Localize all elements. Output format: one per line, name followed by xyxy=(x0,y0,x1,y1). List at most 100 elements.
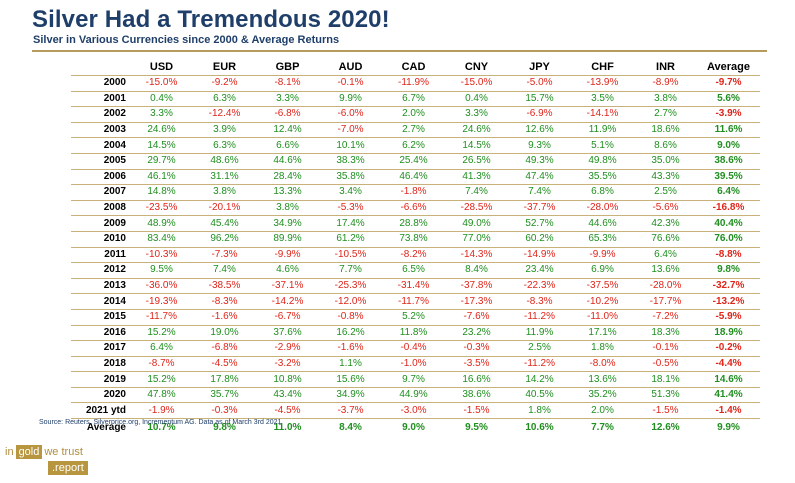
value-cell: 28.4% xyxy=(256,169,319,186)
value-cell: 34.9% xyxy=(256,215,319,232)
value-cell: 3.8% xyxy=(634,91,697,108)
value-cell: 48.6% xyxy=(193,153,256,170)
value-cell: 6.3% xyxy=(193,91,256,108)
column-header: JPY xyxy=(508,58,571,76)
value-cell: 15.6% xyxy=(319,371,382,388)
value-cell: 0.4% xyxy=(130,91,193,108)
value-cell: 15.2% xyxy=(130,371,193,388)
average-cell: 18.9% xyxy=(697,325,760,342)
value-cell: 3.8% xyxy=(193,184,256,201)
value-cell: -3.5% xyxy=(445,356,508,373)
table-row: 2020 47.8% 35.7% 43.4% 34.9% 44.9% 38.6% 40.5% 3… xyxy=(71,387,760,404)
value-cell: -11.2% xyxy=(508,356,571,373)
value-cell: 13.6% xyxy=(634,262,697,279)
year-cell: 2007 xyxy=(71,184,130,201)
value-cell: 14.2% xyxy=(508,371,571,388)
value-cell: 77.0% xyxy=(445,231,508,248)
value-cell: 60.2% xyxy=(508,231,571,248)
value-cell: 6.7% xyxy=(382,91,445,108)
column-header: CNY xyxy=(445,58,508,76)
value-cell: 35.5% xyxy=(571,169,634,186)
value-cell: 13.3% xyxy=(256,184,319,201)
table-row: 2012 9.5% 7.4% 4.6% 7.7% 6.5% 8.4% 23.4% 6.9% 13.… xyxy=(71,262,760,279)
average-cell: 6.4% xyxy=(697,184,760,201)
year-cell: 2005 xyxy=(71,153,130,170)
value-cell: -31.4% xyxy=(382,278,445,295)
returns-table: USD EUR GBP AUD CAD CNY JPY CHF INR Average 2000-… xyxy=(71,58,760,436)
page-title: Silver Had a Tremendous 2020! xyxy=(32,6,390,33)
value-cell: -28.0% xyxy=(634,278,697,295)
value-cell: -6.0% xyxy=(319,106,382,123)
value-cell: 6.3% xyxy=(193,137,256,154)
logo-word-in: in xyxy=(5,446,14,458)
value-cell: 7.4% xyxy=(193,262,256,279)
value-cell: 6.9% xyxy=(571,262,634,279)
table-row: 2016 15.2% 19.0% 37.6% 16.2% 11.8% 23.2% 11.9% 1… xyxy=(71,325,760,342)
value-cell: -0.3% xyxy=(445,340,508,357)
value-cell: 2.7% xyxy=(634,106,697,123)
value-cell: -6.6% xyxy=(382,200,445,217)
value-cell: 23.4% xyxy=(508,262,571,279)
value-cell: 11.9% xyxy=(508,325,571,342)
value-cell: 11.8% xyxy=(382,325,445,342)
table-row: 2007 14.8% 3.8% 13.3% 3.4% -1.8% 7.4% 7.4% 6.8% 2… xyxy=(71,184,760,201)
value-cell: 25.4% xyxy=(382,153,445,170)
value-cell: 10.1% xyxy=(319,137,382,154)
average-cell: 5.6% xyxy=(697,91,760,108)
average-row: Average 10.7% 9.8% 11.0% 8.4% 9.0% 9.5% 10.6% 7.… xyxy=(71,419,760,437)
table-row: 2006 46.1% 31.1% 28.4% 35.8% 46.4% 41.3% 47.4% 3… xyxy=(71,169,760,186)
value-cell: -7.3% xyxy=(193,247,256,264)
value-cell: 49.0% xyxy=(445,215,508,232)
value-cell: 2.5% xyxy=(508,340,571,357)
value-cell: -1.9% xyxy=(130,402,193,420)
value-cell: -0.5% xyxy=(634,356,697,373)
value-cell: 15.2% xyxy=(130,325,193,342)
average-cell: -3.9% xyxy=(697,106,760,123)
value-cell: 17.1% xyxy=(571,325,634,342)
value-cell: 26.5% xyxy=(445,153,508,170)
value-cell: 3.5% xyxy=(571,91,634,108)
value-cell: 2.7% xyxy=(382,122,445,139)
value-cell: 23.2% xyxy=(445,325,508,342)
table-row: 2004 14.5% 6.3% 6.6% 10.1% 6.2% 14.5% 9.3% 5.1% 8… xyxy=(71,137,760,154)
title-divider xyxy=(32,50,767,52)
value-cell: -15.0% xyxy=(130,75,193,92)
value-cell: 6.5% xyxy=(382,262,445,279)
value-cell: -37.7% xyxy=(508,200,571,217)
average-cell: 9.9% xyxy=(717,421,740,433)
value-cell: -8.0% xyxy=(571,356,634,373)
value-cell: -8.3% xyxy=(193,293,256,310)
value-cell: 6.4% xyxy=(634,247,697,264)
value-cell: -17.3% xyxy=(445,293,508,310)
value-cell: 17.4% xyxy=(319,215,382,232)
value-cell: -11.7% xyxy=(130,309,193,326)
value-cell: 24.6% xyxy=(130,122,193,139)
table-row: 2010 83.4% 96.2% 89.9% 61.2% 73.8% 77.0% 60.2% 6… xyxy=(71,231,760,248)
value-cell: 3.3% xyxy=(256,91,319,108)
value-cell: 3.4% xyxy=(319,184,382,201)
value-cell: 45.4% xyxy=(193,215,256,232)
value-cell: 3.8% xyxy=(256,200,319,217)
table-row: 2005 29.7% 48.6% 44.6% 38.3% 25.4% 26.5% 49.3% 4… xyxy=(71,153,760,170)
header-blank xyxy=(71,58,130,76)
value-cell: -9.9% xyxy=(256,247,319,264)
value-cell: 14.5% xyxy=(130,137,193,154)
value-cell: 9.0% xyxy=(402,421,425,433)
year-cell: 2021 ytd xyxy=(71,402,130,420)
table-row: 2009 48.9% 45.4% 34.9% 17.4% 28.8% 49.0% 52.7% 4… xyxy=(71,215,760,232)
value-cell: 6.2% xyxy=(382,137,445,154)
value-cell: 52.7% xyxy=(508,215,571,232)
value-cell: -3.7% xyxy=(319,402,382,420)
value-cell: -11.0% xyxy=(571,309,634,326)
column-header: Average xyxy=(697,58,760,76)
average-label: Average xyxy=(86,421,126,433)
value-cell: 2.5% xyxy=(634,184,697,201)
value-cell: 89.9% xyxy=(256,231,319,248)
average-cell: 40.4% xyxy=(697,215,760,232)
value-cell: -38.5% xyxy=(193,278,256,295)
value-cell: -8.2% xyxy=(382,247,445,264)
value-cell: 44.6% xyxy=(256,153,319,170)
table-row: 2000 -15.0% -9.2% -8.1% -0.1% -11.9% -15.0% -5.… xyxy=(71,75,760,92)
value-cell: -37.8% xyxy=(445,278,508,295)
column-header: GBP xyxy=(256,58,319,76)
